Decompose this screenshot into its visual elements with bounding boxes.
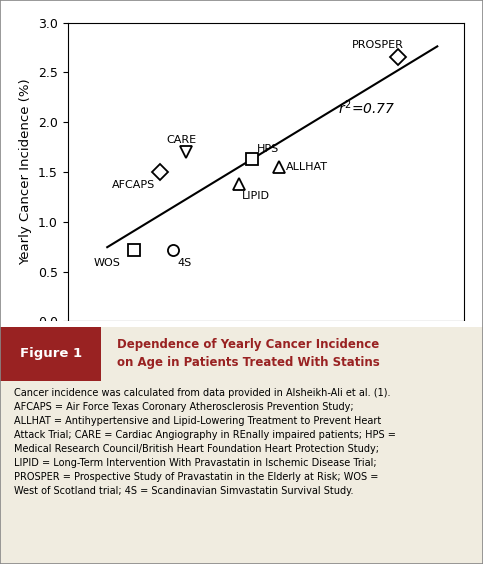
Text: PROSPER: PROSPER [352,41,403,50]
Text: LIPID: LIPID [242,191,270,201]
Text: $r^2$=0.77: $r^2$=0.77 [338,99,396,117]
Text: ALLHAT: ALLHAT [285,162,327,172]
Y-axis label: Yearly Cancer Incidence (%): Yearly Cancer Incidence (%) [19,79,32,265]
Text: WOS: WOS [94,258,121,268]
Text: HPS: HPS [256,144,279,154]
Text: CARE: CARE [167,135,197,145]
Text: AFCAPS: AFCAPS [112,180,155,190]
Text: Dependence of Yearly Cancer Incidence
on Age in Patients Treated With Statins: Dependence of Yearly Cancer Incidence on… [117,338,380,369]
Text: 4S: 4S [177,258,191,268]
Text: Cancer incidence was calculated from data provided in Alsheikh-Ali et al. (1).
A: Cancer incidence was calculated from dat… [14,388,397,496]
Text: Figure 1: Figure 1 [20,347,82,360]
X-axis label: Age: Age [252,350,279,364]
